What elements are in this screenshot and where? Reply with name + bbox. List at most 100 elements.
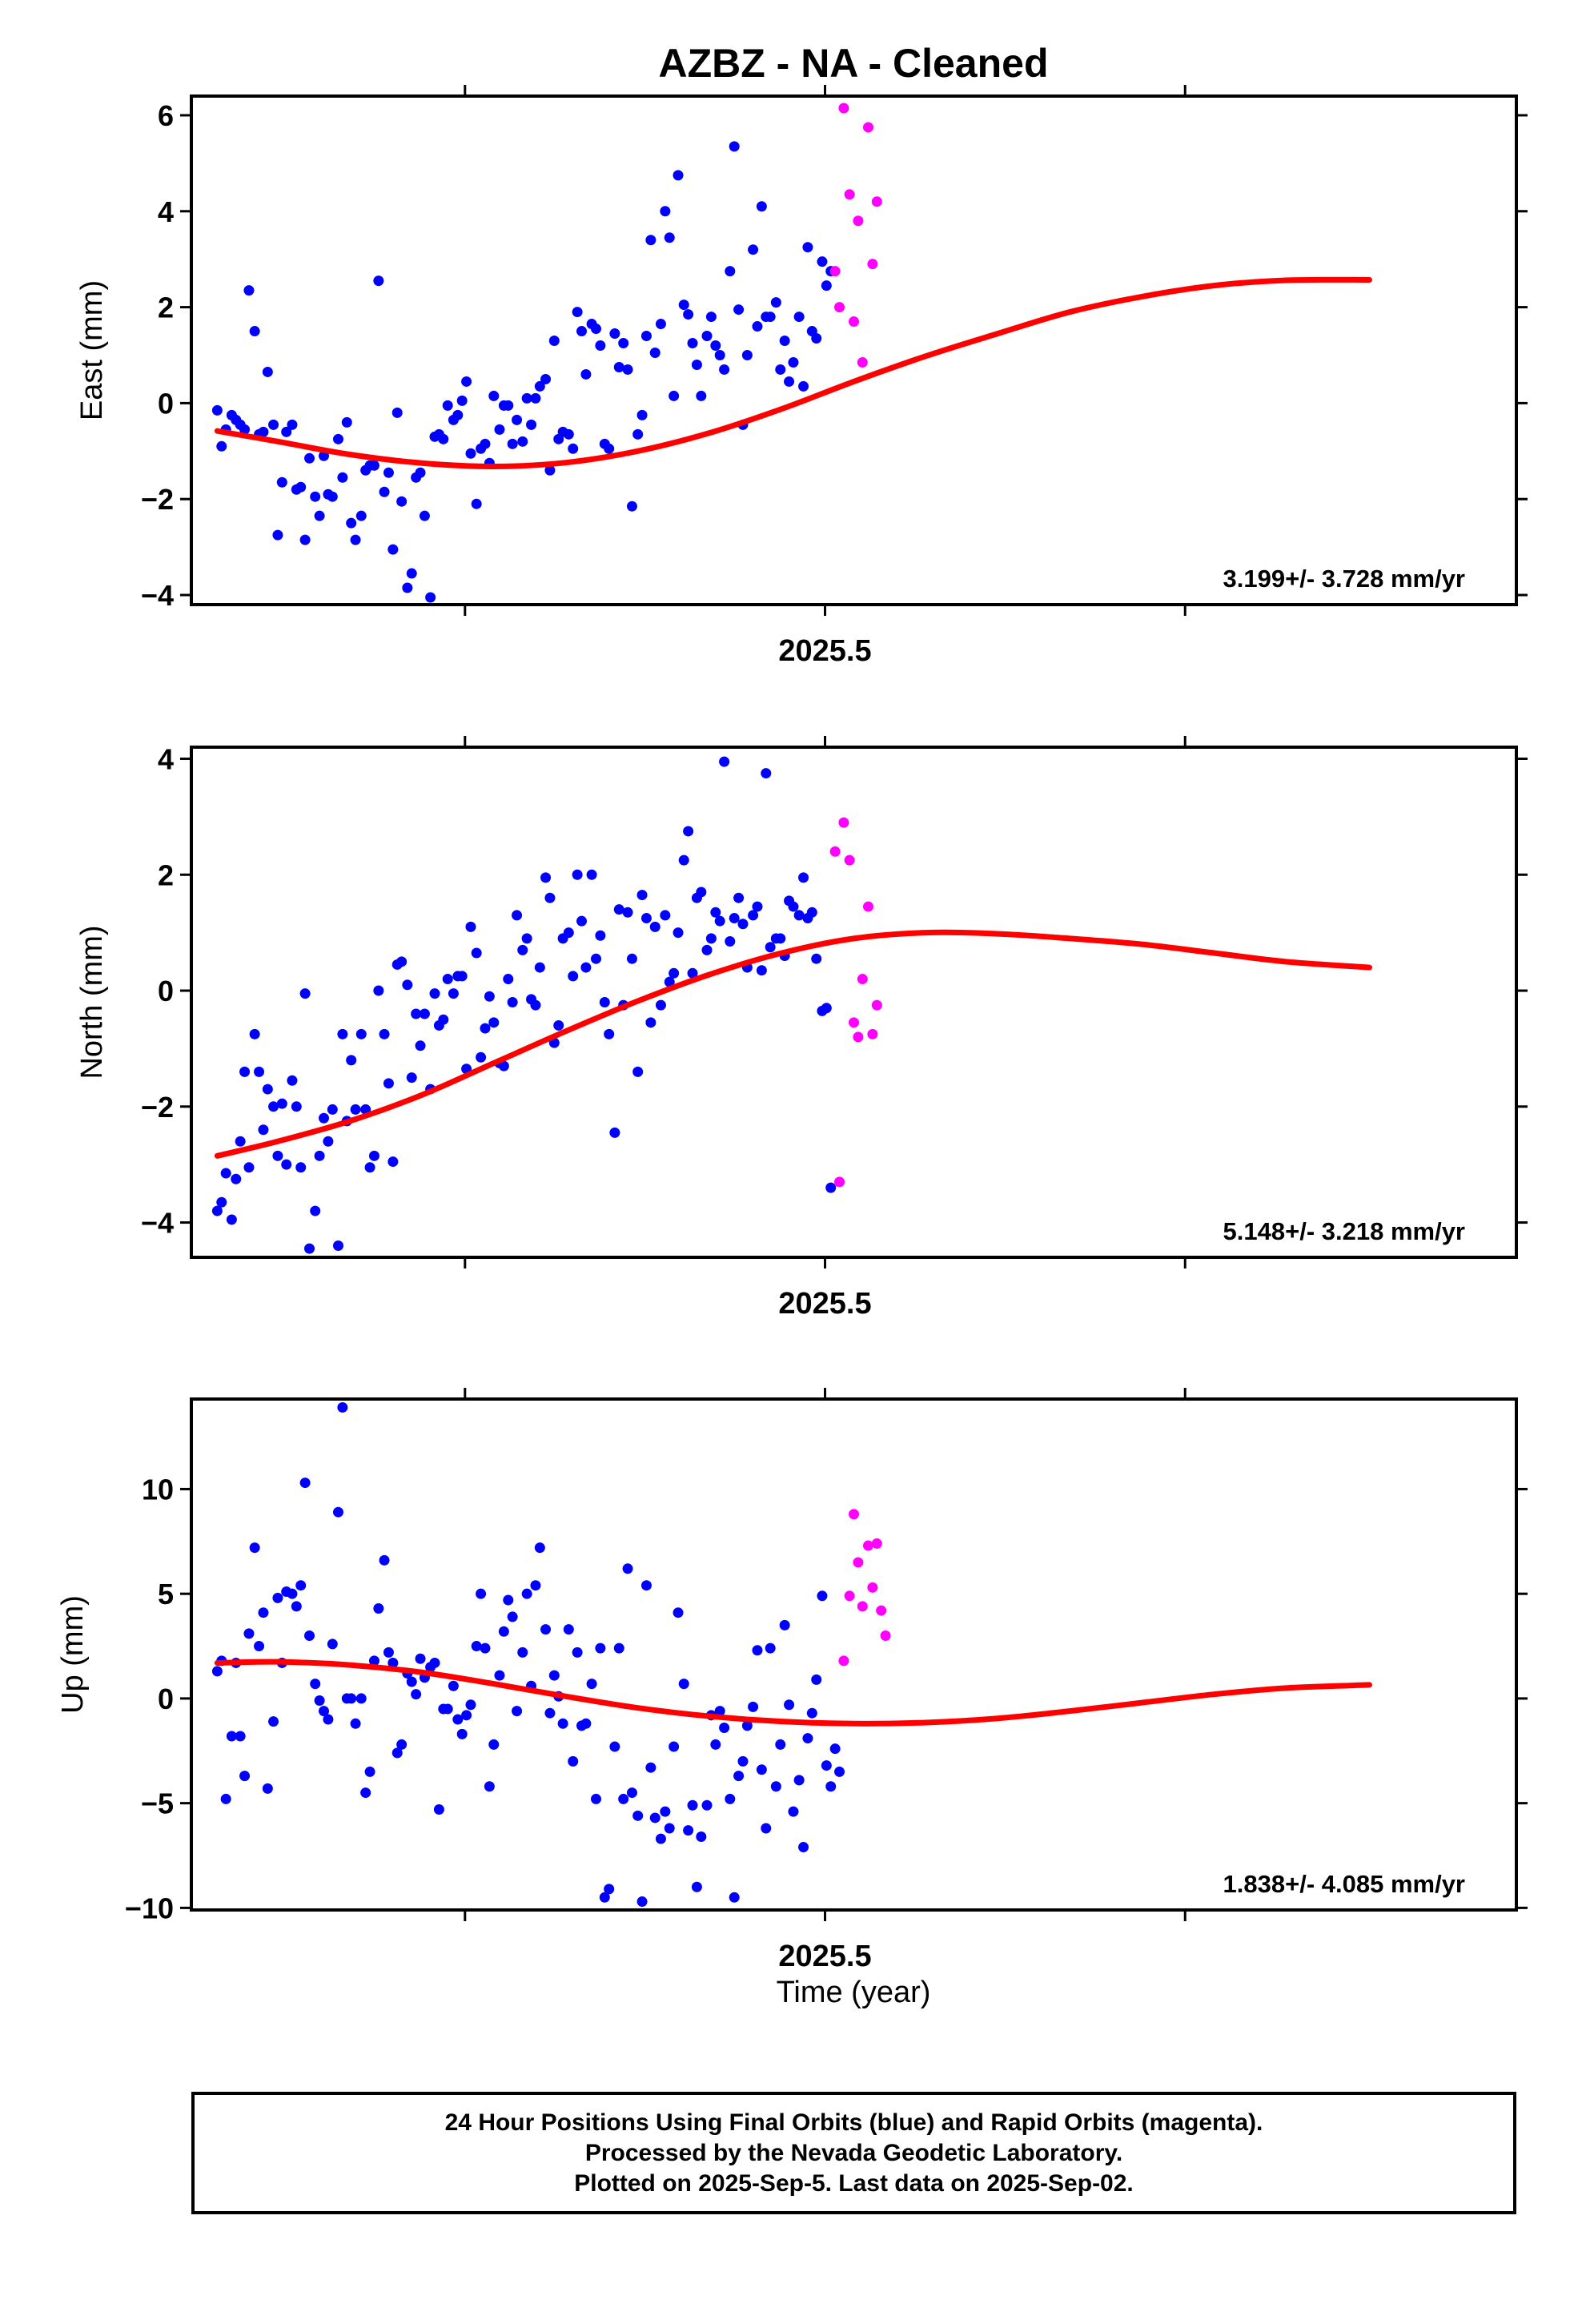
panel-up: −10 −5 0 5 10 2025.5 Up (mm) 1.838+/- 4.085 mm/… [56, 1388, 1528, 1973]
final-orbit-point [507, 438, 518, 449]
final-orbit-point [626, 953, 637, 964]
final-orbit-point [576, 915, 588, 927]
final-orbit-point [632, 1810, 644, 1821]
final-orbit-point [829, 1743, 841, 1755]
rapid-orbit-point [829, 266, 841, 277]
final-orbit-point [480, 1023, 491, 1034]
final-orbit-point [314, 1695, 325, 1707]
final-orbit-point [572, 1647, 583, 1658]
final-orbit-point [793, 910, 805, 921]
final-orbit-point [521, 392, 532, 404]
final-orbit-point [368, 460, 379, 471]
plot-frame [190, 746, 1518, 1259]
final-orbit-point [756, 1764, 767, 1775]
x-tick-label: 2025.5 [778, 1287, 871, 1321]
final-orbit-point [272, 1150, 283, 1161]
y-tick-label: 2 [158, 292, 174, 324]
rate-label: 1.838+/- 4.085 mm/yr [1223, 1870, 1465, 1898]
final-orbit-point [243, 285, 255, 296]
final-orbit-point [295, 481, 307, 493]
rapid-orbit-point [862, 122, 873, 133]
final-orbit-point [683, 1825, 694, 1836]
final-orbit-point [211, 1666, 223, 1677]
final-orbit-point [461, 1710, 472, 1721]
final-orbit-point [350, 534, 361, 545]
final-orbit-point [788, 901, 799, 912]
final-orbit-point [752, 901, 763, 912]
final-orbit-point [503, 400, 514, 411]
final-orbit-point [645, 1762, 656, 1773]
final-orbit-point [683, 826, 694, 837]
final-orbit-point [741, 1720, 753, 1731]
final-orbit-point [488, 1739, 500, 1750]
fit-curve [214, 1659, 1373, 1727]
fit-curve [214, 929, 1373, 1159]
final-orbit-point [811, 953, 822, 964]
final-orbit-point [691, 1881, 702, 1892]
final-orbit-point [507, 997, 518, 1007]
final-orbit-point [622, 907, 633, 918]
final-orbit-point [540, 1624, 552, 1635]
final-orbit-point [765, 942, 776, 953]
final-orbit-point [517, 436, 528, 447]
final-orbit-point [563, 428, 574, 440]
final-orbit-point [775, 364, 786, 375]
final-orbit-point [687, 338, 698, 349]
final-orbit-point [590, 953, 601, 964]
fit-curve [214, 276, 1373, 469]
final-orbit-point [488, 390, 500, 401]
final-orbit-point [719, 1723, 730, 1734]
rapid-orbit-point [853, 1557, 864, 1568]
final-orbit-point [262, 366, 273, 377]
final-orbit-point [568, 443, 579, 454]
plot-frame [190, 1397, 1518, 1912]
rapid-orbit-point [838, 103, 849, 114]
final-orbit-point [438, 433, 449, 444]
final-orbit-point [590, 1793, 601, 1804]
final-orbit-point [517, 944, 528, 955]
final-orbit-point [438, 1014, 449, 1025]
final-orbit-point [649, 1812, 661, 1823]
final-orbit-point [691, 359, 702, 370]
final-orbit-point [770, 297, 781, 308]
final-orbit-point [673, 170, 684, 181]
final-orbit-point [337, 1028, 348, 1039]
final-orbit-point [476, 1051, 487, 1063]
final-orbit-point [655, 999, 666, 1011]
final-orbit-point [626, 501, 637, 512]
final-orbit-point [456, 395, 468, 406]
final-orbit-point [609, 1741, 620, 1752]
final-orbit-point [821, 1003, 832, 1014]
final-orbit-point [276, 476, 287, 488]
final-orbit-point [465, 448, 476, 459]
final-orbit-point [696, 1831, 707, 1842]
final-orbit-point [660, 910, 671, 921]
final-orbit-point [262, 1084, 273, 1095]
final-orbit-point [640, 331, 652, 342]
final-orbit-point [310, 1679, 321, 1690]
final-orbit-point [622, 1563, 633, 1574]
final-orbit-point [276, 1098, 287, 1109]
final-orbit-point [817, 1590, 828, 1602]
y-tick-label: 5 [158, 1578, 174, 1610]
final-orbit-point [402, 979, 413, 991]
final-orbit-point [323, 1714, 334, 1725]
final-orbit-point [590, 324, 601, 335]
final-orbit-point [327, 1104, 338, 1115]
final-orbit-point [226, 1214, 237, 1225]
final-orbit-point [220, 1168, 231, 1179]
final-orbit-point [480, 438, 491, 449]
final-orbit-point [622, 364, 633, 375]
final-orbit-point [725, 1793, 736, 1804]
final-orbit-point [604, 1884, 615, 1895]
final-orbit-point [748, 244, 759, 255]
final-orbit-point [415, 1653, 426, 1664]
final-orbit-point [429, 988, 440, 999]
final-orbit-point [346, 1693, 357, 1704]
final-orbit-point [254, 1066, 265, 1077]
final-orbit-point [249, 1542, 260, 1554]
final-orbit-point [239, 1066, 251, 1077]
final-orbit-point [817, 256, 828, 267]
final-orbit-point [327, 1638, 338, 1650]
